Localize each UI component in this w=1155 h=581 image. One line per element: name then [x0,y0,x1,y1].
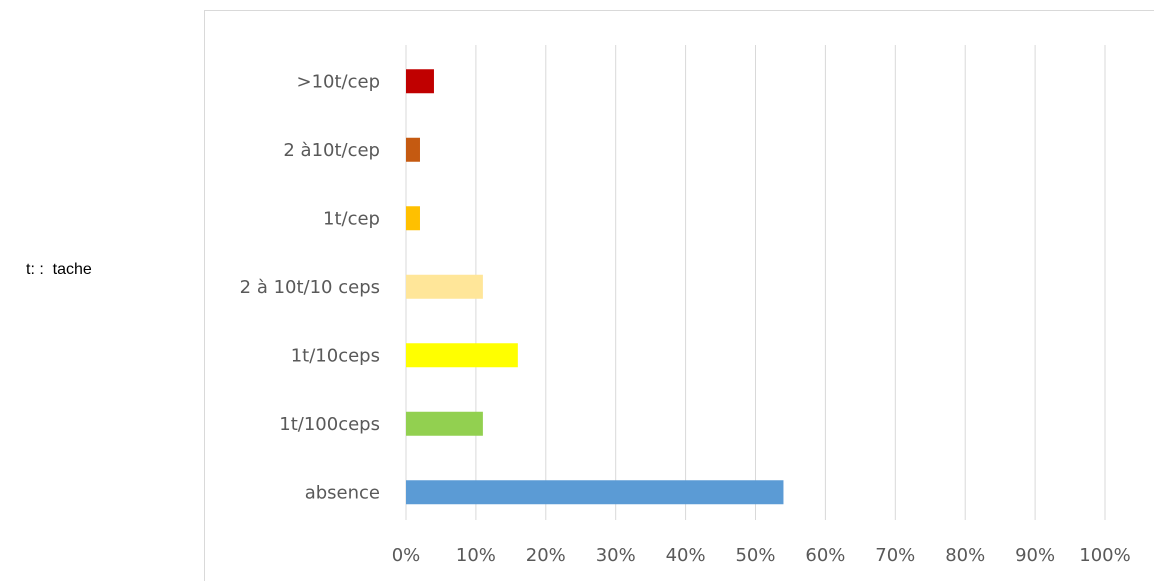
x-tick-label: 10% [456,545,496,566]
x-tick-label: 20% [526,545,566,566]
category-label: 1t/cep [323,208,380,229]
category-label: absence [305,482,380,503]
x-tick-label: 30% [596,545,636,566]
bar [406,480,784,505]
category-label: 1t/10ceps [291,345,380,366]
abbreviation-note: t: : tache [26,261,92,278]
category-label: 2 à 10t/10 ceps [240,277,380,298]
x-tick-label: 50% [735,545,775,566]
x-tick-label: 100% [1079,545,1130,566]
x-tick-label: 40% [666,545,706,566]
x-tick-label: 70% [875,545,915,566]
bar [406,69,434,94]
x-tick-labels: 0% 10% 20% 30% 40% 50% 60% 70% 80% 90% 100% [392,545,1131,566]
bar [406,411,483,436]
bars [406,69,784,505]
category-label: 1t/100ceps [279,414,380,435]
x-tick-label: 60% [805,545,845,566]
gridlines [405,45,1106,520]
bar [406,137,420,162]
chart-frame [204,10,1154,581]
bar [406,274,483,299]
category-label: 2 à10t/cep [283,140,380,161]
x-tick-label: 80% [945,545,985,566]
category-label: >10t/cep [296,71,380,92]
x-tick-label: 0% [392,545,421,566]
bar [406,206,420,231]
bar [406,343,518,368]
x-tick-label: 90% [1015,545,1055,566]
category-labels: >10t/cep 2 à10t/cep 1t/cep 2 à 10t/10 ceps 1… [240,71,380,503]
